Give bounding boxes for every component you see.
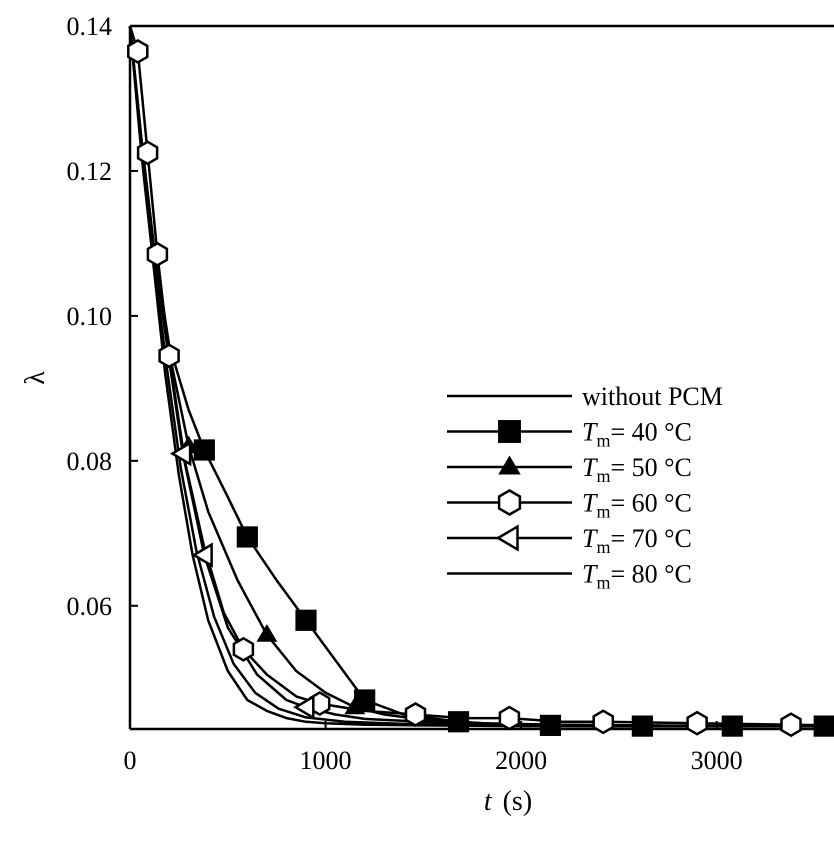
legend-label-value: = 50 °C: [610, 453, 691, 482]
legend-label-sub: m: [596, 573, 610, 593]
y-tick-label: 0.10: [67, 302, 113, 331]
x-tick-label: 3000: [691, 746, 743, 775]
legend-entry: Tm= 60 °C: [447, 489, 692, 522]
legend-label-value: = 80 °C: [610, 560, 691, 589]
y-axis-label: λ: [20, 371, 51, 385]
legend-label-sub: m: [596, 431, 610, 451]
square-marker: [498, 420, 521, 443]
legend-label: Tm= 50 °C: [582, 453, 692, 486]
legend-label: without PCM: [582, 382, 723, 411]
square-marker: [193, 439, 215, 461]
plot-frame: [128, 24, 834, 731]
hexagon-marker: [498, 705, 521, 731]
y-tick-label: 0.06: [67, 592, 113, 621]
square-marker: [631, 715, 653, 737]
legend-label: Tm= 70 °C: [582, 524, 692, 557]
hexagon-marker: [127, 38, 149, 64]
legend-label: Tm= 80 °C: [582, 560, 692, 593]
hexagon-marker: [497, 489, 522, 516]
hexagon-marker: [232, 636, 255, 662]
x-tick-label: 1000: [300, 746, 352, 775]
hexagon-marker: [592, 709, 615, 735]
legend-label: Tm= 60 °C: [582, 489, 692, 522]
legend-label-var: T: [582, 524, 598, 553]
square-marker: [236, 526, 258, 548]
tick-labels: 0 1000 2000 3000 0.06 0.08 0.10 0.12 0.14: [67, 12, 743, 775]
x-axis-label-var: t: [484, 786, 493, 817]
legend-entry: Tm= 80 °C: [447, 560, 692, 593]
y-tick-label: 0.08: [67, 447, 113, 476]
square-marker: [721, 715, 743, 737]
square-marker: [447, 711, 470, 733]
x-axis-label: t (s): [484, 786, 532, 817]
hexagon-marker: [146, 241, 169, 267]
series-group: [128, 25, 834, 728]
legend-entry: Tm= 50 °C: [447, 453, 692, 486]
legend-label-var: T: [582, 560, 598, 589]
legend-label-var: T: [582, 453, 598, 482]
legend-label-value: = 70 °C: [610, 524, 691, 553]
legend-label-sub: m: [596, 502, 610, 522]
hexagon-marker: [686, 710, 708, 736]
y-tick-label: 0.14: [67, 12, 113, 41]
hexagon-marker: [158, 343, 180, 369]
triangle-up-marker: [498, 455, 521, 475]
x-tick-label: 0: [124, 746, 137, 775]
legend-entry: without PCM: [447, 382, 723, 411]
legend-entry: Tm= 70 °C: [447, 524, 692, 557]
legend-label-value: = 40 °C: [610, 418, 691, 447]
legend-label-var: T: [582, 489, 598, 518]
triangle-left-marker: [293, 694, 315, 720]
hexagon-marker: [136, 140, 159, 166]
triangle-left-marker: [169, 440, 192, 467]
hexagon-marker: [780, 712, 802, 738]
legend-entry: Tm= 40 °C: [447, 418, 692, 451]
series-line-4: [128, 25, 834, 728]
triangle-up-marker: [344, 696, 366, 715]
series-line-2: [128, 25, 834, 728]
triangle-left-marker: [495, 524, 519, 552]
x-axis-label-unit: (s): [503, 786, 533, 817]
square-marker: [813, 715, 834, 737]
series-line-3: [128, 25, 834, 727]
x-tick-label: 2000: [495, 746, 547, 775]
legend-label-sub: m: [596, 537, 610, 557]
legend-label-sub: m: [596, 466, 610, 486]
series-line-5: [128, 25, 834, 728]
square-marker: [295, 609, 317, 631]
y-tick-label: 0.12: [67, 157, 113, 186]
legend-label-var: T: [582, 418, 598, 447]
hexagon-marker: [404, 702, 427, 727]
square-marker: [539, 714, 562, 736]
triangle-left-marker: [191, 542, 213, 568]
series-line-0: [128, 25, 834, 728]
triangle-up-marker: [256, 624, 278, 642]
series-line-1: [128, 25, 834, 728]
markers-group: [127, 38, 834, 738]
legend-label: Tm= 40 °C: [582, 418, 692, 451]
legend-label-value: = 60 °C: [610, 489, 691, 518]
